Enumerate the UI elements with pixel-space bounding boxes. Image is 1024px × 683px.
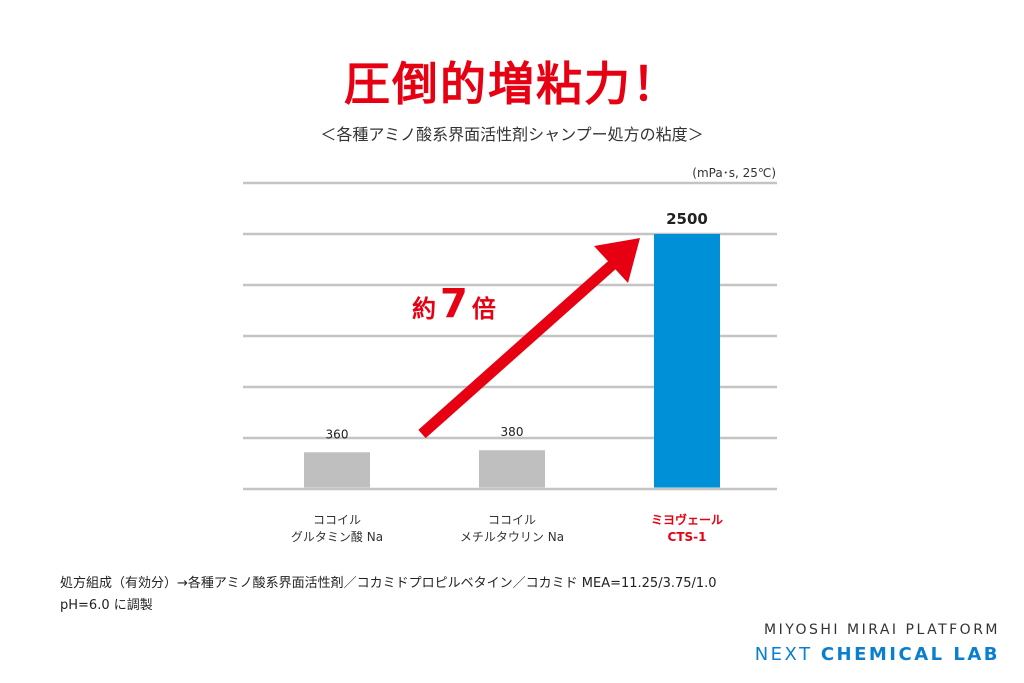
formulation-note: 処方組成（有効分）→各種アミノ酸系界面活性剤／コカミドプロピルベタイン／コカミド…: [60, 573, 717, 617]
bar: [479, 450, 545, 488]
arrow-shaft: [418, 260, 616, 439]
bar: [654, 234, 720, 488]
brand-next: NEXT: [754, 644, 813, 665]
data-label: 360: [326, 427, 349, 441]
x-tick-label-line: ココイル: [312, 513, 361, 527]
x-tick-label-line: グルタミン酸 Na: [290, 530, 384, 544]
annotation-number: 7: [440, 281, 468, 327]
chart-title: ＜各種アミノ酸系界面活性剤シャンプー処方の粘度＞: [320, 125, 704, 144]
note-line-1: 処方組成（有効分）→各種アミノ酸系界面活性剤／コカミドプロピルベタイン／コカミド…: [60, 576, 717, 591]
data-label: 2500: [666, 210, 708, 228]
headline: 圧倒的増粘力！: [344, 57, 680, 111]
x-tick-label: ココイルメチルタウリン Na: [412, 512, 612, 546]
x-tick-label-line: ココイル: [487, 513, 536, 527]
x-tick-label: ココイルグルタミン酸 Na: [237, 512, 437, 546]
bar: [304, 452, 370, 488]
arrow-head: [594, 238, 640, 283]
x-tick-label-line: メチルタウリン Na: [459, 530, 565, 544]
annotation-suffix: 倍: [472, 295, 496, 323]
brand-chemical-lab: CHEMICAL LAB: [820, 644, 1000, 665]
data-label: 380: [501, 425, 524, 439]
note-line-2: pH=6.0 に調製: [60, 598, 153, 613]
brand-line-1: MIYOSHI MIRAI PLATFORM: [763, 622, 1000, 638]
x-tick-label-line: CTS-1: [667, 530, 707, 544]
unit-label: (mPa･s, 25℃): [692, 166, 776, 180]
x-tick-label-line: ミヨヴェール: [650, 513, 723, 527]
x-tick-label: ミヨヴェール CTS-1: [587, 512, 787, 546]
brand-line-2: NEXT CHEMICAL LAB: [755, 644, 1000, 665]
annotation-prefix: 約: [412, 295, 436, 323]
